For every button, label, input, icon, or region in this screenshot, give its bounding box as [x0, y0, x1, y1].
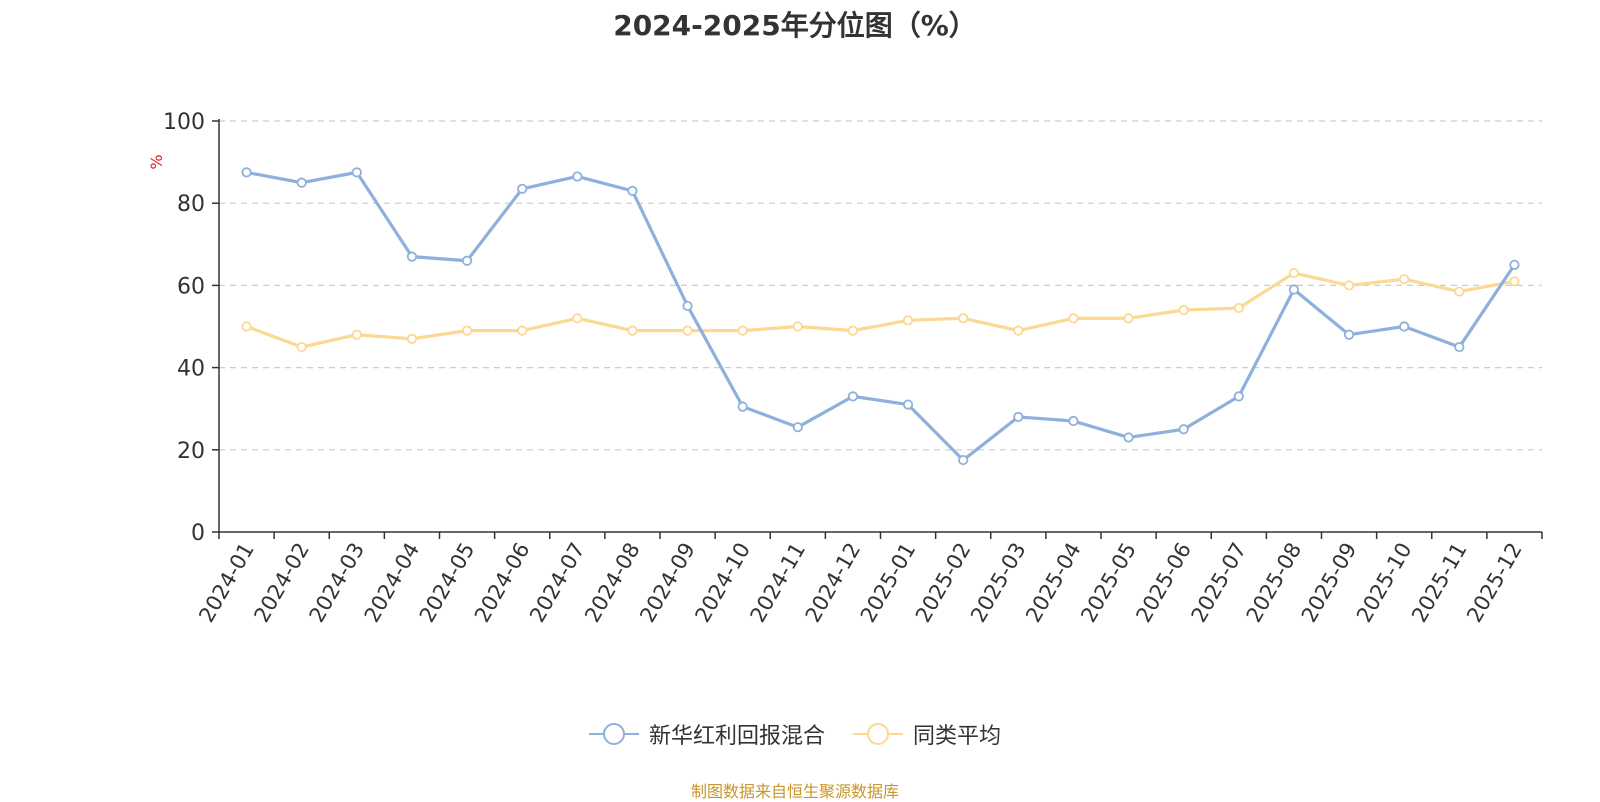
data-point: [847, 325, 859, 336]
data-point: [1233, 302, 1244, 314]
data-point: [1343, 280, 1355, 291]
data-point: [1288, 284, 1300, 295]
data-point: [1288, 267, 1300, 279]
legend-circle-icon: [588, 723, 639, 745]
legend-item-average[interactable]: 同类平均: [853, 718, 1001, 750]
y-tick-label: 20: [177, 439, 205, 464]
data-point: [1178, 424, 1189, 435]
data-point: [737, 325, 748, 336]
data-point: [351, 329, 362, 340]
data-point: [1343, 329, 1355, 340]
series-line-1: [246, 271, 1515, 349]
data-point: [241, 321, 252, 332]
chart-title: 2024-2025年分位图（%）: [613, 9, 977, 42]
data-point: [406, 333, 418, 344]
data-point: [461, 325, 473, 336]
data-point: [1068, 415, 1079, 427]
data-point: [1013, 325, 1024, 336]
data-point: [902, 315, 914, 326]
y-tick-label: 100: [163, 110, 205, 135]
series-lines: [241, 167, 1520, 466]
source-note: 制图数据来自恒生聚源数据库: [690, 782, 899, 801]
data-point: [241, 167, 252, 178]
data-point: [682, 325, 693, 336]
legend-circle-icon: [853, 723, 903, 745]
data-point: [351, 167, 362, 178]
data-point: [1454, 286, 1465, 297]
data-point: [517, 183, 528, 194]
y-tick-label: 40: [177, 357, 205, 382]
grid-lines: [219, 120, 1542, 451]
data-point: [461, 255, 473, 266]
data-point: [1399, 321, 1410, 332]
y-tick-label: 60: [177, 274, 205, 299]
data-point: [1123, 432, 1134, 443]
data-point: [296, 341, 307, 353]
data-point: [682, 300, 693, 312]
data-point: [958, 313, 969, 324]
axes: [212, 119, 1543, 539]
y-axis-label: %: [147, 154, 166, 169]
data-point: [517, 325, 528, 336]
legend-item-fund[interactable]: 新华红利回报混合: [588, 718, 825, 750]
data-point: [792, 321, 803, 332]
y-tick-label: 0: [191, 521, 205, 546]
data-point: [1509, 259, 1520, 270]
data-point: [572, 313, 583, 324]
data-point: [902, 399, 914, 410]
data-point: [572, 171, 583, 182]
series-line-0: [246, 170, 1516, 462]
data-point: [737, 401, 748, 412]
data-point: [958, 454, 969, 466]
data-point: [1399, 274, 1410, 285]
legend: 新华红利回报混合 同类平均: [0, 718, 1590, 750]
data-point: [1178, 304, 1189, 316]
data-point: [1233, 391, 1244, 402]
data-point: [792, 422, 803, 433]
x-tick-label: 2025-12: [1462, 539, 1527, 627]
data-point: [627, 325, 638, 336]
y-tick-label: 80: [177, 192, 205, 217]
data-point: [627, 185, 638, 196]
data-point: [1454, 341, 1465, 353]
legend-label-fund: 新华红利回报混合: [648, 724, 825, 749]
data-point: [296, 177, 307, 188]
data-point: [1123, 313, 1134, 324]
data-point: [1013, 411, 1024, 423]
legend-label-average: 同类平均: [913, 724, 1002, 749]
data-point: [406, 251, 418, 262]
tick-labels: 020406080100%2024-012024-022024-032024-0…: [147, 110, 1527, 626]
data-point: [1509, 276, 1520, 287]
data-point: [847, 391, 859, 402]
data-point: [1068, 313, 1079, 324]
